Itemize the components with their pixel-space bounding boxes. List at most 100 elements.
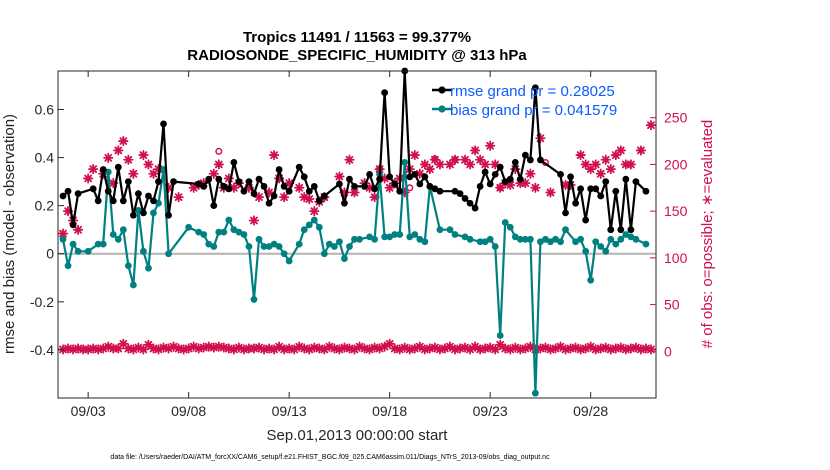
- obs-evaluated-marker: [83, 173, 94, 184]
- x-axis-ticks: 09/03 09/08 09/13 09/18 09/23 09/28: [71, 71, 608, 419]
- obs-evaluated-stroke: [114, 146, 123, 155]
- legend-rmse-label: rmse grand pr = 0.28025: [450, 83, 615, 100]
- obs-evaluated-stroke: [546, 345, 555, 354]
- obs-evaluated-marker: [279, 344, 290, 355]
- bias-point: [526, 235, 534, 243]
- obs-evaluated-stroke: [531, 183, 540, 192]
- obs-evaluated-marker: [143, 339, 154, 350]
- bias-point: [381, 233, 389, 241]
- rmse-point: [537, 156, 544, 164]
- bias-point: [185, 223, 193, 231]
- obs-evaluated-stroke: [586, 342, 595, 351]
- rmse-point: [170, 178, 177, 186]
- obs-evaluated-marker: [645, 120, 657, 131]
- rmse-point: [567, 173, 574, 181]
- bias-point: [145, 264, 152, 272]
- obs-evaluated-marker: [279, 192, 290, 203]
- bias-point: [74, 247, 82, 255]
- rmse-point: [471, 204, 479, 212]
- rmse-point: [74, 190, 82, 198]
- rmse-point: [376, 175, 384, 183]
- bias-point: [491, 243, 499, 250]
- obs-evaluated-stroke: [74, 225, 82, 234]
- bias-point: [597, 243, 605, 250]
- bias-point: [320, 250, 328, 258]
- bias-point: [330, 243, 338, 250]
- obs-evaluated-stroke: [335, 172, 344, 181]
- obs-evaluated-stroke: [436, 160, 444, 169]
- obs-evaluated-stroke: [446, 342, 454, 351]
- obs-evaluated-stroke: [627, 160, 635, 169]
- obs-evaluated-marker: [113, 145, 124, 156]
- rmse-point: [526, 156, 534, 164]
- rmse-point: [511, 158, 519, 166]
- rmse-point: [361, 183, 368, 190]
- obs-evaluated-marker: [520, 178, 531, 189]
- rmse-point: [421, 173, 429, 181]
- obs-evaluated-marker: [535, 133, 546, 144]
- bias-point: [501, 219, 509, 226]
- obs-evaluated-marker: [525, 168, 536, 179]
- obs-evaluated-stroke: [647, 345, 655, 354]
- legend-bias-marker: [438, 105, 446, 113]
- rmse-point: [260, 183, 268, 190]
- bias-point: [69, 240, 77, 248]
- left-y-tick-label: -0.2: [30, 294, 54, 310]
- rmse-point: [129, 211, 137, 219]
- bias-point: [356, 235, 363, 243]
- obs-evaluated-stroke: [556, 342, 565, 351]
- obs-evaluated-marker: [138, 344, 149, 355]
- rmse-point: [205, 175, 213, 183]
- obs-evaluated-stroke: [576, 151, 585, 159]
- bias-point: [310, 216, 318, 224]
- rmse-point: [285, 187, 293, 195]
- rmse-point: [119, 197, 127, 205]
- obs-evaluated-stroke: [119, 339, 128, 348]
- obs-evaluated-stroke: [566, 344, 575, 353]
- bias-point: [612, 240, 620, 248]
- x-tick-label: 09/28: [573, 403, 608, 419]
- bias-point: [391, 231, 399, 238]
- bias-point: [200, 231, 208, 238]
- obs-evaluated-stroke: [119, 137, 128, 145]
- rmse-point: [597, 192, 605, 200]
- bias-point: [140, 247, 147, 255]
- bias-point: [476, 238, 484, 246]
- bias-point: [582, 247, 590, 255]
- obs-evaluated-stroke: [214, 160, 223, 169]
- rmse-point: [59, 192, 67, 200]
- rmse-point: [481, 168, 489, 176]
- rmse-point: [320, 192, 328, 200]
- chart-title-line1: Tropics 11491 / 11563 = 99.377%: [243, 29, 471, 46]
- rmse-point: [124, 178, 132, 186]
- obs-evaluated-stroke: [240, 345, 248, 354]
- right-y-axis-label: # of obs: o=possible; ∗=evaluated: [699, 120, 716, 349]
- left-y-axis-ticks: -0.4 -0.2 0 0.2 0.4 0.6: [30, 101, 64, 358]
- bias-point: [411, 231, 419, 238]
- rmse-point: [140, 209, 147, 217]
- obs-evaluated-stroke: [84, 174, 93, 183]
- obs-evaluated-stroke: [526, 169, 535, 178]
- bias-point: [557, 238, 564, 246]
- bias-point: [346, 243, 353, 250]
- obs-evaluated-stroke: [410, 151, 419, 159]
- obs-evaluated-marker: [469, 145, 481, 156]
- bias-point: [577, 235, 585, 243]
- obs-evaluated-marker: [480, 159, 491, 170]
- obs-evaluated-marker: [635, 145, 647, 156]
- bias-point: [280, 250, 288, 258]
- obs-evaluated-stroke: [129, 169, 138, 178]
- obs-evaluated-stroke: [405, 345, 414, 354]
- obs-evaluated-marker: [334, 171, 345, 182]
- obs-evaluated-stroke: [250, 216, 258, 225]
- obs-evaluated-marker: [595, 168, 606, 179]
- bias-point: [496, 332, 504, 339]
- rmse-point: [336, 180, 343, 188]
- obs-evaluated-stroke: [526, 342, 535, 351]
- rmse-point: [346, 175, 353, 183]
- obs-evaluated-stroke: [370, 193, 379, 201]
- rmse-point: [602, 178, 610, 186]
- obs-evaluated-stroke: [365, 183, 374, 192]
- bias-point: [607, 235, 615, 243]
- obs-evaluated-stroke: [209, 343, 218, 352]
